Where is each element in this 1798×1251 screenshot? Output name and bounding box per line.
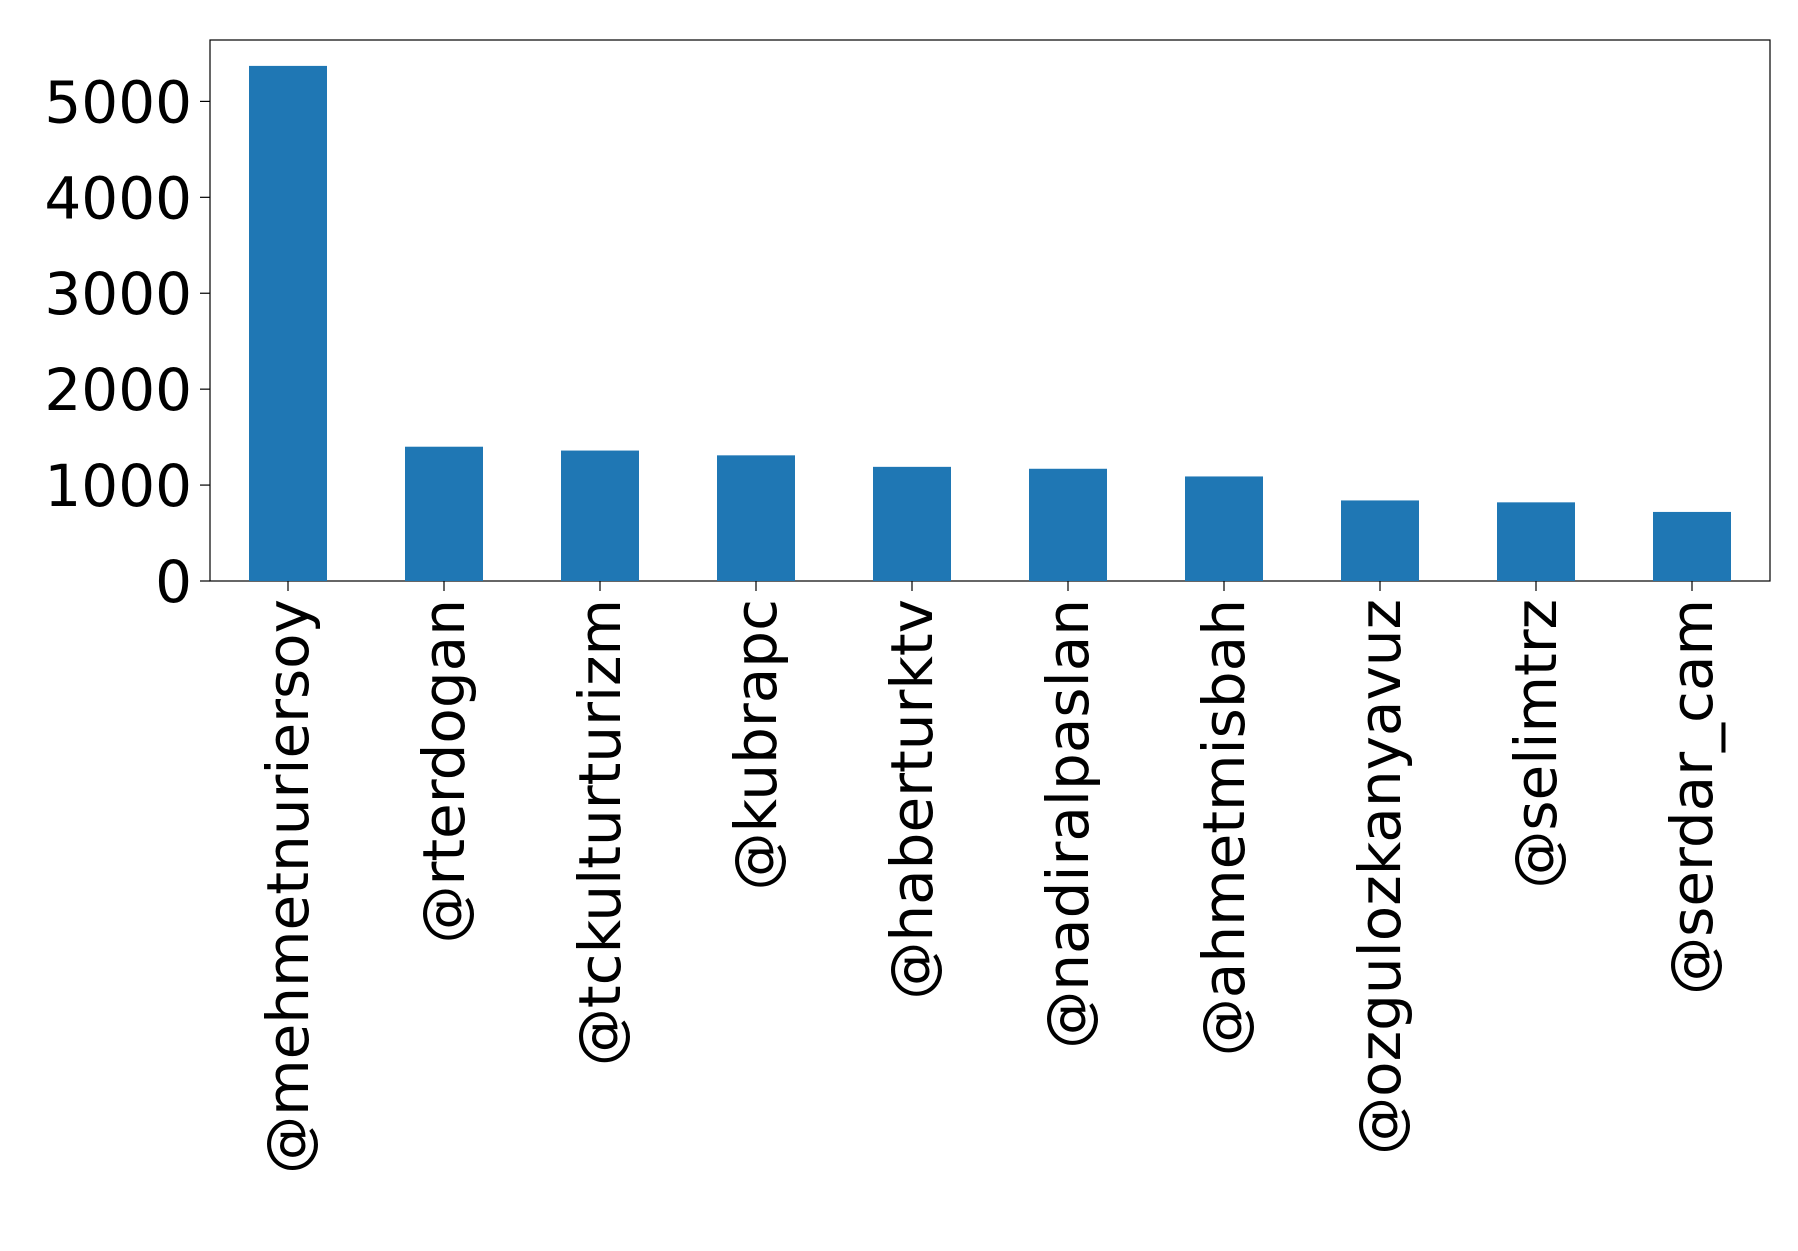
x-tick-label: @rterdogan (410, 599, 478, 944)
x-tick-label: @kubrapc (722, 599, 790, 890)
y-tick-label: 4000 (44, 164, 192, 232)
y-tick-label: 3000 (44, 260, 192, 328)
bar-nadiralpaslan (1029, 468, 1107, 581)
x-tick-label: @selimtrz (1502, 599, 1570, 889)
bar-mehmetnuriersoy (249, 65, 327, 581)
bar-haberturktv (873, 466, 951, 581)
bar-rterdogan (405, 446, 483, 581)
x-tick-label: @serdar_cam (1658, 599, 1726, 995)
bar-kubrapc (717, 455, 795, 581)
bars-group (249, 65, 1731, 581)
x-tick-label: @ahmetmisbah (1190, 599, 1258, 1056)
bar-serdar_cam (1653, 511, 1731, 581)
x-tick-label: @nadiralpaslan (1034, 599, 1102, 1049)
plot-area (209, 39, 1771, 582)
y-tick-label: 2000 (44, 356, 192, 424)
bar-selimtrz (1497, 502, 1575, 581)
x-tick-label: @mehmetnuriersoy (254, 599, 322, 1174)
x-axis: @mehmetnuriersoy @rterdogan @tckulturturiz… (254, 581, 1726, 1174)
x-tick-label: @haberturktv (878, 599, 946, 1000)
plot-frame (209, 39, 1771, 582)
y-axis: 0 1000 2000 3000 4000 5000 (44, 68, 210, 616)
bar-tckulturturizm (561, 450, 639, 581)
y-tick-label: 0 (155, 548, 192, 616)
x-tick-label: @tckulturturizm (566, 599, 634, 1066)
bar-ozgulozkanyavuz (1341, 500, 1419, 581)
y-tick-label: 1000 (44, 452, 192, 520)
bar-ahmetmisbah (1185, 476, 1263, 581)
x-tick-label: @ozgulozkanyavuz (1346, 599, 1414, 1155)
y-tick-label: 5000 (44, 68, 192, 136)
